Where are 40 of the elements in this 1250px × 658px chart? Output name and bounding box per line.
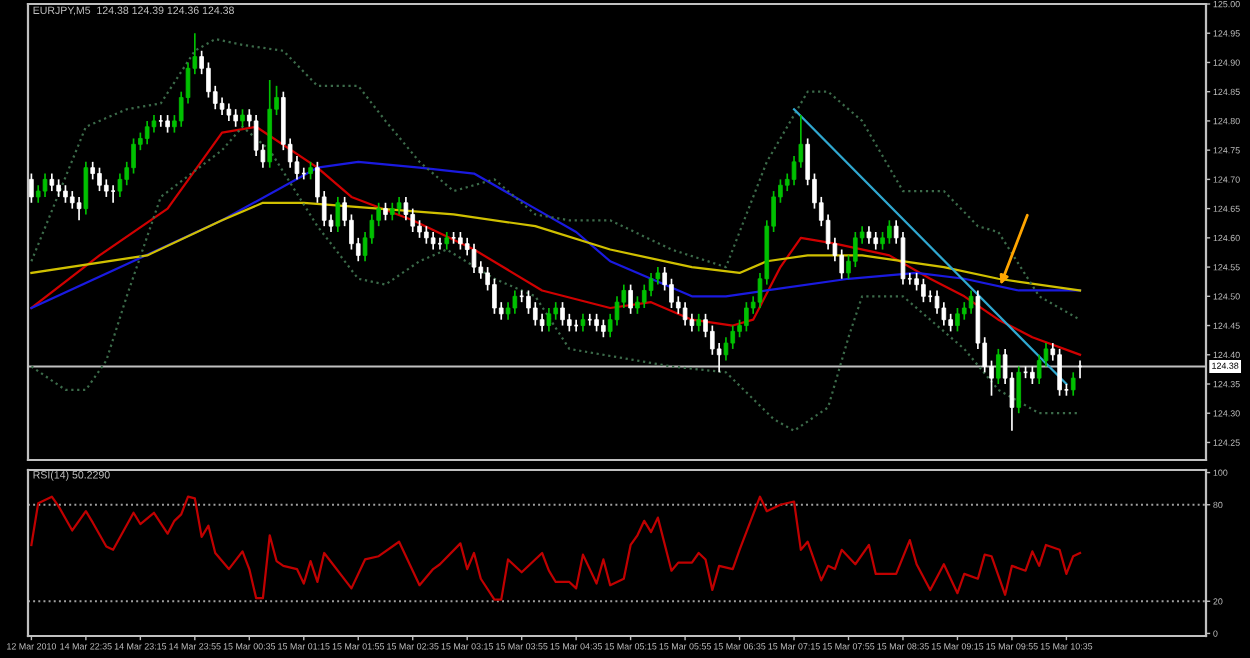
candlestick: [335, 196, 341, 233]
candlestick: [546, 307, 552, 333]
candlestick: [1016, 365, 1022, 415]
candlestick: [648, 272, 654, 298]
line-series: [30, 201, 1082, 292]
candlestick: [144, 120, 150, 146]
candlestick: [492, 277, 497, 315]
candlestick: [83, 161, 89, 216]
candlestick: [158, 114, 164, 128]
line-series: [30, 495, 1082, 601]
candlestick: [560, 301, 565, 327]
candlestick: [955, 307, 960, 333]
candlestick: [927, 289, 933, 303]
candlestick: [682, 301, 688, 327]
candlestick: [628, 283, 633, 315]
candlestick: [403, 196, 409, 222]
candlestick: [996, 348, 1001, 385]
candlestick: [744, 301, 749, 333]
line-series: [30, 37, 1082, 321]
candlestick: [968, 289, 974, 315]
candlestick: [587, 313, 593, 327]
candlestick: [921, 277, 926, 303]
line-series: [30, 125, 1082, 432]
candlestick: [533, 301, 538, 327]
candlestick: [723, 336, 729, 362]
candlestick: [1057, 348, 1062, 397]
candlestick: [853, 231, 858, 268]
candlestick: [110, 184, 116, 204]
candlestick: [42, 172, 48, 198]
candlestick: [29, 172, 34, 204]
candlestick: [512, 289, 518, 315]
candlestick: [97, 166, 102, 192]
candlestick: [117, 172, 123, 198]
candlestick: [471, 242, 477, 274]
candlestick: [437, 237, 443, 251]
line-series: [30, 160, 1082, 310]
candlestick: [669, 277, 674, 309]
candlestick: [1070, 371, 1076, 397]
candlestick: [76, 196, 82, 222]
candlestick: [887, 219, 892, 245]
